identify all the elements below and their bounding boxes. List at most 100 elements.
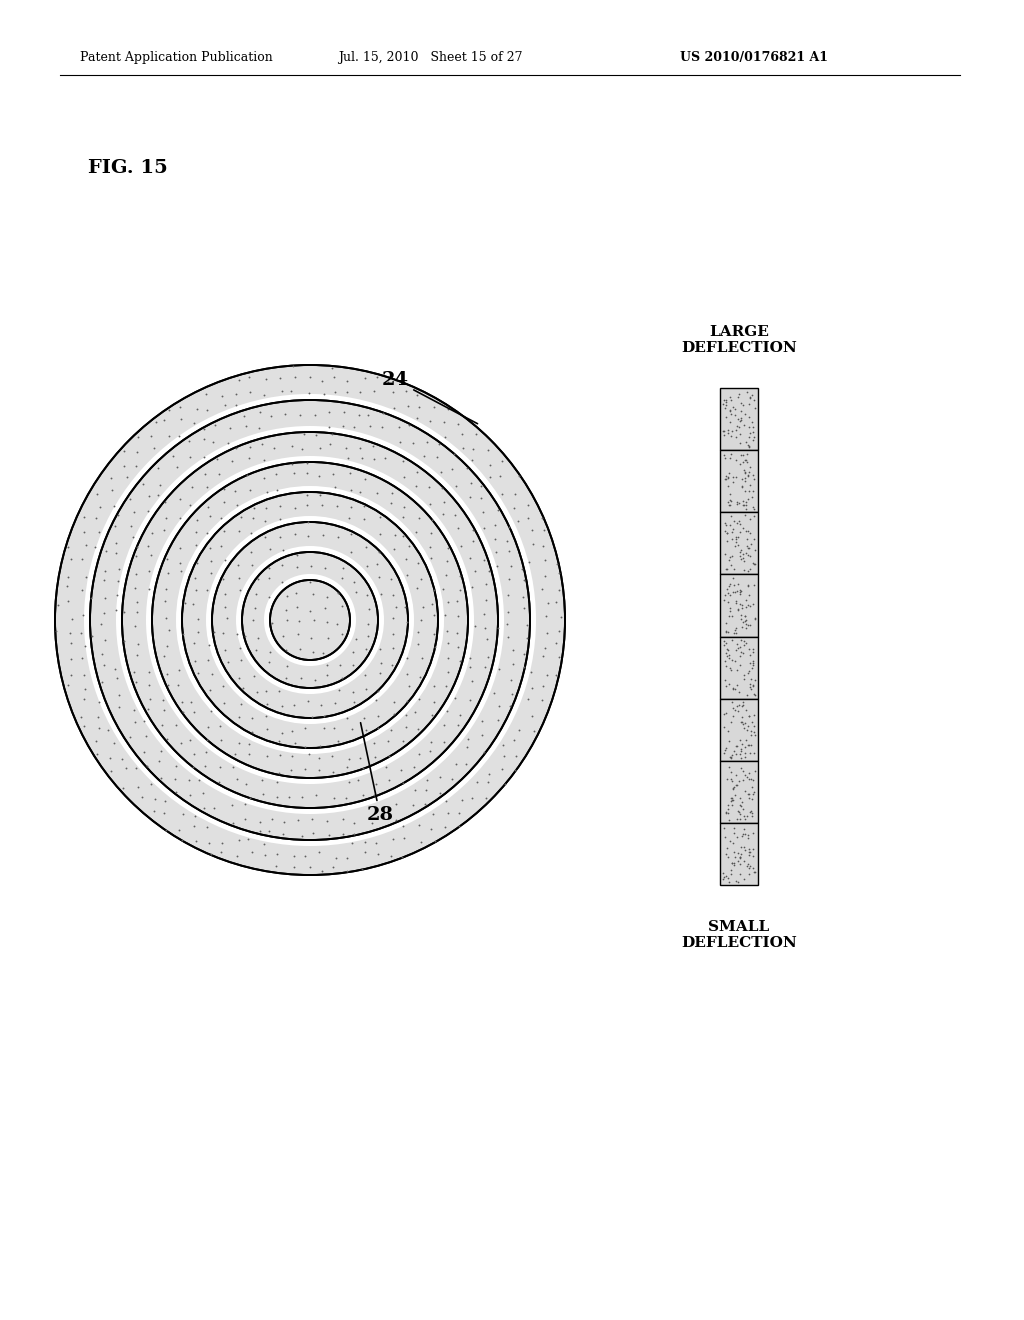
Point (738, 616, 755, 638)
Point (735, 395, 752, 416)
Point (396, 496, 413, 517)
Point (380, 371, 396, 392)
Point (187, 805, 204, 826)
Point (315, 384, 332, 405)
Point (480, 440, 497, 461)
Point (744, 770, 761, 791)
Point (745, 715, 762, 737)
Point (413, 832, 429, 853)
Point (411, 396, 427, 417)
Point (75, 605, 91, 626)
Point (724, 853, 740, 874)
Point (745, 743, 762, 764)
Point (434, 478, 451, 499)
Point (738, 444, 755, 465)
Point (718, 395, 734, 416)
Point (214, 675, 230, 696)
Point (525, 719, 542, 741)
Point (388, 595, 404, 616)
Point (343, 718, 359, 739)
Point (411, 634, 427, 655)
Point (319, 627, 336, 648)
Point (729, 675, 745, 696)
Point (49, 594, 66, 615)
Point (150, 458, 166, 479)
Point (742, 510, 759, 531)
Point (717, 544, 733, 565)
Point (249, 681, 265, 702)
Point (426, 623, 442, 644)
Point (720, 847, 736, 869)
Point (395, 731, 412, 752)
Point (408, 521, 424, 543)
Point (718, 702, 734, 723)
Point (724, 692, 740, 713)
Point (374, 417, 390, 438)
Point (738, 684, 755, 705)
Point (499, 614, 515, 635)
Point (740, 576, 757, 597)
Point (739, 520, 756, 541)
Point (156, 519, 172, 540)
Point (743, 789, 760, 810)
Point (733, 739, 750, 760)
Point (534, 578, 550, 599)
Point (473, 487, 489, 508)
Point (129, 601, 145, 622)
Point (731, 492, 748, 513)
Point (341, 748, 357, 770)
Point (326, 366, 342, 387)
Point (722, 830, 738, 851)
Point (447, 475, 464, 496)
Point (494, 483, 510, 504)
Point (728, 426, 744, 447)
Point (232, 507, 249, 528)
Point (727, 744, 743, 766)
Point (63, 549, 80, 570)
Point (719, 578, 735, 599)
Point (464, 519, 480, 540)
Point (475, 502, 492, 523)
Point (289, 544, 305, 565)
Point (723, 506, 739, 527)
Point (734, 616, 751, 638)
Point (290, 623, 306, 644)
Point (319, 664, 336, 685)
Point (184, 477, 201, 498)
Point (357, 678, 374, 700)
Point (126, 711, 142, 733)
Point (743, 668, 760, 689)
Point (741, 705, 758, 726)
Point (203, 562, 219, 583)
Point (271, 510, 288, 531)
Point (186, 412, 203, 433)
Point (548, 591, 564, 612)
Point (734, 598, 751, 619)
Point (745, 845, 762, 866)
Point (346, 692, 362, 713)
Point (723, 554, 739, 576)
Point (274, 696, 291, 717)
Point (89, 743, 105, 764)
Point (358, 585, 375, 606)
Point (523, 661, 540, 682)
Point (393, 759, 410, 780)
Point (128, 455, 144, 477)
Point (271, 525, 288, 546)
Point (723, 791, 739, 812)
Point (732, 424, 749, 445)
Point (161, 426, 177, 447)
Point (410, 461, 426, 482)
Point (440, 632, 457, 653)
Point (159, 664, 175, 685)
Point (726, 558, 742, 579)
Point (739, 767, 756, 788)
Point (478, 628, 495, 649)
Point (382, 492, 398, 513)
Point (728, 634, 744, 655)
Point (721, 747, 737, 768)
Point (718, 801, 734, 822)
Point (385, 583, 401, 605)
Point (378, 756, 394, 777)
Point (514, 587, 530, 609)
